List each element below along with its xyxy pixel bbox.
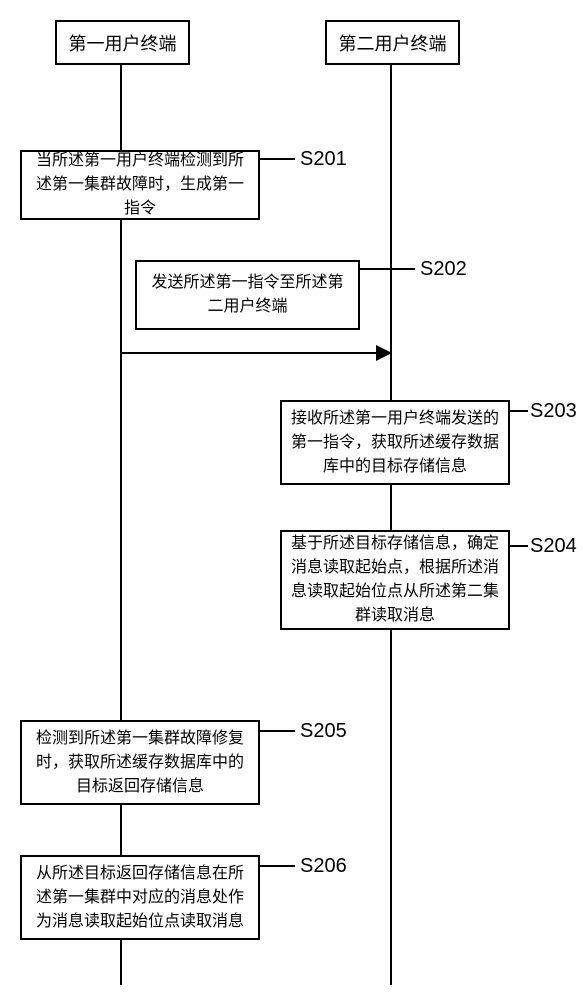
s202-text: 发送所述第一指令至所述第二用户终端 bbox=[145, 271, 350, 319]
lane-header-1: 第一用户终端 bbox=[55, 20, 190, 65]
label-s206: S206 bbox=[300, 855, 347, 878]
lead-s204 bbox=[510, 545, 528, 547]
arrow-1-to-2-head bbox=[376, 345, 392, 361]
arrow-1-to-2 bbox=[122, 352, 380, 354]
lane2-title: 第二用户终端 bbox=[339, 30, 447, 56]
step-s203: 接收所述第一用户终端发送的第一指令，获取所述缓存数据库中的目标存储信息 bbox=[280, 400, 510, 485]
lead-s201 bbox=[260, 158, 295, 160]
label-s204: S204 bbox=[530, 535, 577, 558]
label-s201: S201 bbox=[300, 148, 347, 171]
lead-s205 bbox=[260, 730, 295, 732]
label-s202: S202 bbox=[420, 258, 467, 281]
lead-s206 bbox=[260, 865, 295, 867]
sequence-diagram: 第一用户终端 第二用户终端 当所述第一用户终端检测到所述第一集群故障时，生成第一… bbox=[0, 0, 583, 1000]
s204-text: 基于所述目标存储信息，确定消息读取起始点，根据所述消息读取起始位点从所述第二集群… bbox=[290, 532, 500, 628]
step-s206: 从所述目标返回存储信息在所述第一集群中对应的消息处作为消息读取起始位点读取消息 bbox=[20, 855, 260, 940]
s206-text: 从所述目标返回存储信息在所述第一集群中对应的消息处作为消息读取起始位点读取消息 bbox=[30, 862, 250, 934]
s203-text: 接收所述第一用户终端发送的第一指令，获取所述缓存数据库中的目标存储信息 bbox=[290, 407, 500, 479]
lifeline-2 bbox=[390, 65, 392, 985]
step-s204: 基于所述目标存储信息，确定消息读取起始点，根据所述消息读取起始位点从所述第二集群… bbox=[280, 530, 510, 630]
label-s205: S205 bbox=[300, 720, 347, 743]
lead-s203 bbox=[510, 410, 528, 412]
label-s203: S203 bbox=[530, 400, 577, 423]
step-s205: 检测到所述第一集群故障修复时，获取所述缓存数据库中的目标返回存储信息 bbox=[20, 720, 260, 805]
lead-s202 bbox=[360, 268, 415, 270]
step-s201: 当所述第一用户终端检测到所述第一集群故障时，生成第一指令 bbox=[20, 150, 260, 220]
lane1-title: 第一用户终端 bbox=[69, 30, 177, 56]
s201-text: 当所述第一用户终端检测到所述第一集群故障时，生成第一指令 bbox=[30, 149, 250, 221]
lane-header-2: 第二用户终端 bbox=[325, 20, 460, 65]
s205-text: 检测到所述第一集群故障修复时，获取所述缓存数据库中的目标返回存储信息 bbox=[30, 727, 250, 799]
step-s202: 发送所述第一指令至所述第二用户终端 bbox=[135, 260, 360, 330]
